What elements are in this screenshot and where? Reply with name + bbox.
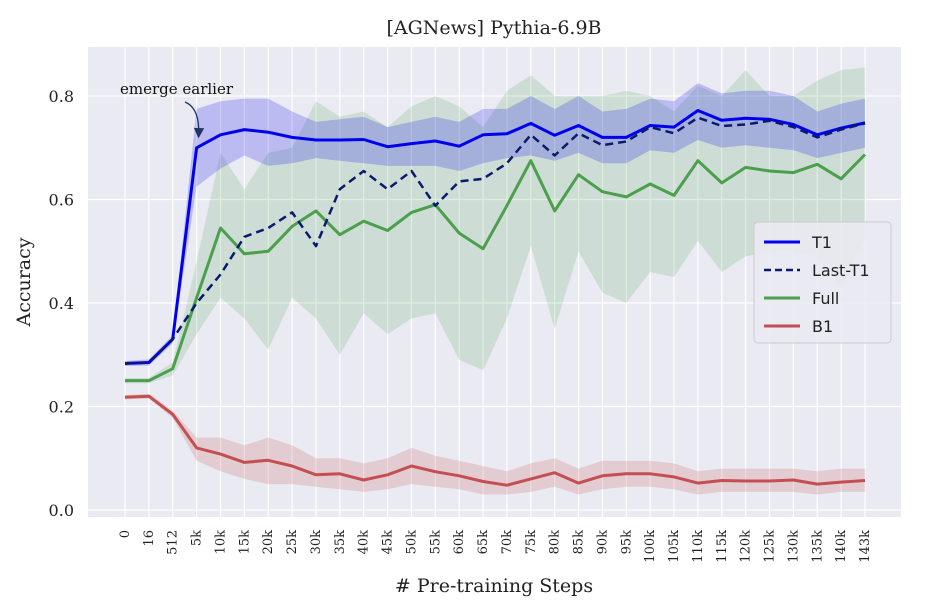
y-axis-label: Accuracy	[13, 237, 35, 327]
y-tick-label: 0.0	[49, 501, 74, 520]
x-tick-label: 100k	[643, 530, 658, 563]
annotation-arrow	[184, 101, 205, 139]
y-tick-label: 0.2	[49, 398, 74, 417]
annotation: emerge earlier	[120, 80, 234, 139]
y-tick-label: 0.4	[49, 294, 74, 313]
grid	[88, 47, 901, 517]
y-tick-label: 0.6	[49, 191, 74, 210]
x-axis-label: # Pre-training Steps	[395, 575, 593, 597]
x-tick-label: 75k	[524, 530, 539, 555]
x-tick-label: 10k	[213, 530, 228, 555]
x-tick-label: 55k	[428, 530, 443, 555]
x-tick-label: 90k	[595, 530, 610, 555]
y-tick-label: 0.8	[49, 87, 74, 106]
x-tick-label: 40k	[357, 530, 372, 555]
x-tick-label: 50k	[404, 530, 419, 555]
series-line-full	[125, 153, 867, 383]
x-tick-label: 0	[118, 530, 133, 538]
x-tick-label: 30k	[309, 530, 324, 555]
series-lines	[124, 109, 867, 487]
x-tick-label: 130k	[786, 530, 801, 563]
legend: T1 Last-T1 Full B1	[753, 221, 892, 344]
x-tick-label: 125k	[763, 530, 778, 563]
band-b1	[125, 393, 865, 495]
legend-box	[753, 221, 892, 344]
x-tick-label: 110k	[691, 530, 706, 563]
x-tick-label: 15k	[237, 530, 252, 555]
x-tick-label: 140k	[834, 530, 849, 563]
x-tick-label: 35k	[333, 530, 348, 555]
x-ticks: 0 16 512 5k 10k 15k 20k 25k 30k 35k 40k 45k 50k 55k 60…	[118, 530, 873, 563]
series-line-b1	[124, 394, 866, 487]
legend-label-last-t1: Last-T1	[812, 261, 870, 280]
x-tick-label: 85k	[572, 530, 587, 555]
x-tick-label: 80k	[548, 530, 563, 555]
x-tick-label: 60k	[452, 530, 467, 555]
x-tick-label: 65k	[476, 530, 491, 555]
x-tick-label: 512	[166, 530, 181, 555]
series-line-t1	[124, 109, 866, 365]
x-tick-label: 16	[142, 530, 157, 547]
x-tick-label: 115k	[715, 530, 730, 563]
band-t1	[125, 83, 865, 367]
x-tick-label: 70k	[500, 530, 515, 555]
legend-label-full: Full	[812, 289, 839, 308]
x-tick-label: 25k	[285, 530, 300, 555]
x-tick-label: 143k	[858, 530, 873, 563]
x-tick-label: 5k	[190, 530, 205, 546]
series-line-last-t1	[124, 116, 866, 365]
x-tick-label: 45k	[381, 530, 396, 555]
x-tick-label: 120k	[739, 530, 754, 563]
chart-title: [AGNews] Pythia-6.9B	[386, 17, 601, 39]
legend-label-t1: T1	[811, 233, 832, 252]
x-tick-label: 95k	[619, 530, 634, 555]
legend-label-b1: B1	[812, 317, 833, 336]
x-tick-label: 20k	[261, 530, 276, 555]
y-ticks: 0.0 0.2 0.4 0.6 0.8	[49, 87, 74, 520]
x-tick-label: 105k	[667, 530, 682, 563]
annotation-text: emerge earlier	[120, 80, 234, 98]
x-tick-label: 135k	[810, 530, 825, 563]
